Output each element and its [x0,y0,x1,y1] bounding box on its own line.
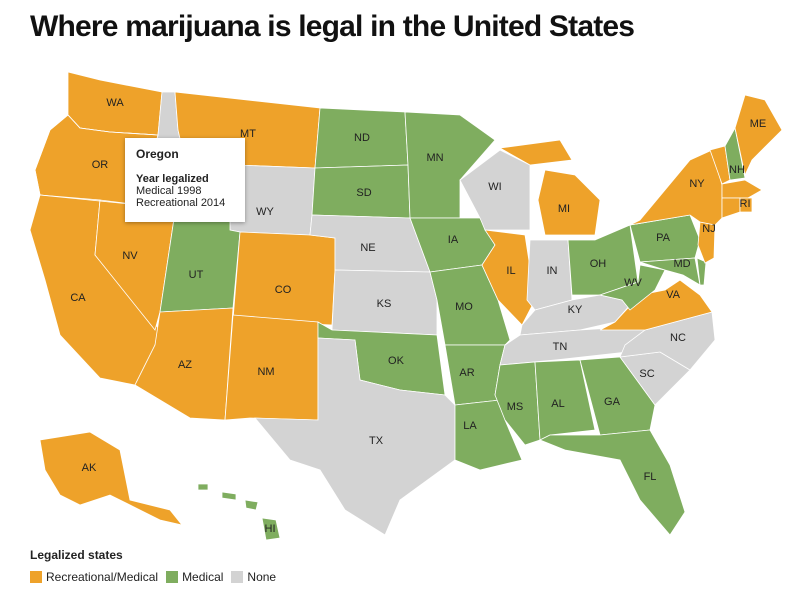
state-label: HI [265,523,276,535]
state-label: MI [558,203,570,215]
legend-title: Legalized states [30,548,123,562]
state [721,179,763,199]
state-label: OR [92,159,109,171]
state [244,499,259,511]
state-label: GA [604,396,621,408]
state [619,311,716,371]
state [696,257,707,286]
state-label: ND [354,132,370,144]
state [221,491,237,501]
state-label: MS [507,401,524,413]
state-label: CO [275,284,292,296]
state-label: RI [740,198,751,210]
legend-label: None [247,570,277,584]
state [639,257,701,286]
legend: Legalized states Recreational/Medical Med… [30,548,284,586]
state-label: CA [70,292,86,304]
state-label: VA [666,289,681,301]
legend-item: Recreational/Medical [30,570,158,584]
state [331,269,438,336]
state-label: IN [547,265,558,277]
state-label: IA [448,234,459,246]
state-label: ME [750,118,767,130]
legend-items: Recreational/Medical Medical None [30,570,284,586]
state-label: MT [240,128,256,140]
tooltip-line: Medical 1998 [136,185,202,197]
state-label: MN [426,152,443,164]
state-label: AZ [178,359,192,371]
state [734,94,783,177]
state [498,139,573,166]
legend-label: Recreational/Medical [46,570,159,584]
state-label: OK [388,355,405,367]
tooltip: Oregon Year legalized Medical 1998 Recre… [125,138,245,222]
state-label: SC [639,368,654,380]
legend-swatch [30,571,42,583]
state-label: NE [360,242,375,254]
state-label: TN [553,341,568,353]
state [539,429,686,536]
legend-swatch [166,571,179,583]
state [134,307,234,421]
state-label: MO [455,301,473,313]
legend-label: Medical [182,570,224,584]
state-label: NY [689,178,705,190]
state-label: UT [189,269,204,281]
state-label: KY [568,304,583,316]
state-label: NV [122,250,138,262]
state-label: FL [644,471,657,483]
tooltip-line: Recreational 2014 [136,197,226,209]
state [721,197,741,219]
state-label: NJ [702,223,715,235]
state-label: SD [356,187,371,199]
state [261,517,281,541]
state-label: AR [459,367,474,379]
state [39,431,184,526]
state-label: PA [656,232,671,244]
state [739,197,753,213]
state [598,264,666,311]
state [599,279,713,331]
state-label: MD [673,258,690,270]
tooltip-heading: Year legalized [136,173,209,185]
legend-item: None [231,570,276,584]
state-label: NH [729,164,745,176]
legend-swatch [231,571,244,583]
state-label: WI [488,181,501,193]
state [197,483,209,491]
state-label: WY [256,206,274,218]
state-label: WA [106,97,124,109]
state-label: LA [463,420,477,432]
title: Where marijuana is legal in the United S… [30,10,635,43]
state [579,356,656,436]
state-label: NC [670,332,686,344]
state-label: IL [506,265,515,277]
state-label: WV [624,277,642,289]
state [629,149,723,226]
state [724,126,746,181]
legend-item: Medical [166,570,223,584]
state-label: AL [551,398,564,410]
state [232,231,336,326]
state [481,229,536,326]
state-label: KS [377,298,392,310]
state [404,111,496,219]
state [534,359,596,441]
state [254,337,456,536]
state-label: AK [82,462,97,474]
state-label: NM [257,366,274,378]
state-label: TX [369,435,384,447]
state [459,149,531,231]
state-label: OH [590,258,607,270]
state [537,169,601,236]
tooltip-state: Oregon [136,147,179,161]
